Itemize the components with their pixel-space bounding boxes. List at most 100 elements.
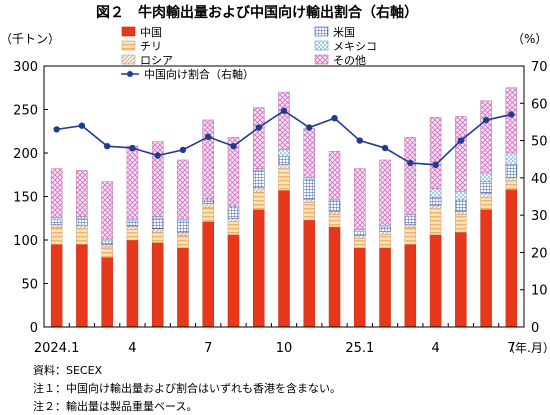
- point-china-share-11: [331, 115, 338, 122]
- bar-china-0: [50, 244, 63, 328]
- axes-layer: 0 50 100 150 200 250 300 0 10 20 30 40 50 60 70 2024.1 4…: [13, 60, 547, 356]
- bar-us-4: [151, 218, 164, 229]
- bar-chile-8: [252, 191, 265, 210]
- bar-china-14: [404, 244, 417, 328]
- bar-china-5: [177, 247, 189, 328]
- bar-us-3: [126, 220, 139, 227]
- bar-russia-14: [404, 224, 417, 229]
- bar-other-0: [50, 168, 63, 218]
- line-layer: [53, 107, 515, 169]
- bar-mexico-11: [328, 198, 341, 202]
- bar-mexico-5: [177, 218, 189, 222]
- bar-us-12: [354, 231, 366, 236]
- bar-russia-11: [328, 211, 341, 216]
- point-china-share-16: [457, 137, 465, 144]
- bar-china-6: [202, 221, 214, 328]
- bar-mexico-3: [126, 218, 139, 222]
- x-tick-label-4: 25.1: [345, 341, 374, 356]
- bar-chile-18: [505, 180, 518, 190]
- bar-china-18: [505, 189, 518, 328]
- point-china-share-5: [179, 146, 187, 154]
- x-tick-label-0: 2024.1: [34, 341, 80, 356]
- note-1: 注１：中国向け輸出量および割合はいずれも香港を含まない。: [33, 381, 341, 395]
- note-2: 注２：輸出量は製品重量ベース。: [33, 399, 197, 413]
- legend-swatch-mexico: [314, 40, 329, 51]
- legend-swatch-china: [121, 26, 136, 37]
- bar-russia-8: [252, 187, 265, 193]
- x-axis-unit: （年.月）: [503, 341, 550, 355]
- bar-chile-17: [480, 197, 492, 210]
- bar-other-3: [126, 145, 139, 220]
- bar-china-3: [126, 239, 139, 328]
- bar-mexico-1: [76, 216, 88, 219]
- point-china-share-12: [356, 137, 363, 144]
- right-tick-label-6: 60: [531, 97, 548, 112]
- left-tick-label-1: 50: [21, 278, 38, 293]
- legend-swatch-russia: [121, 54, 136, 65]
- x-tick-label-2: 7: [204, 341, 212, 356]
- point-china-share-8: [255, 124, 262, 131]
- point-china-share-15: [432, 161, 439, 169]
- bar-chile-13: [379, 234, 391, 249]
- bar-chile-3: [126, 229, 139, 241]
- bar-mexico-4: [151, 216, 164, 219]
- bar-china-17: [480, 209, 492, 328]
- bar-us-17: [480, 181, 492, 194]
- bar-chile-9: [278, 168, 290, 191]
- bar-other-16: [455, 116, 467, 192]
- legend-label-russia: ロシア: [140, 54, 173, 67]
- bar-china-1: [76, 244, 88, 328]
- bar-mexico-10: [303, 177, 316, 180]
- bar-china-4: [151, 242, 164, 328]
- bar-other-15: [429, 117, 442, 189]
- point-china-share-6: [205, 133, 212, 141]
- bar-us-14: [404, 216, 417, 225]
- bar-china-15: [429, 234, 442, 328]
- bar-mexico-18: [505, 152, 518, 165]
- bar-us-10: [303, 178, 316, 200]
- bar-china-8: [252, 209, 265, 328]
- bar-china-16: [455, 231, 467, 328]
- bar-china-10: [303, 219, 316, 328]
- left-tick-label-3: 150: [13, 191, 38, 206]
- legend-label-china-share: 中国向け割合（右軸）: [144, 67, 254, 81]
- left-tick-label-4: 200: [13, 147, 38, 162]
- point-china-share-18: [508, 111, 515, 118]
- bar-chile-6: [202, 207, 214, 222]
- bar-us-7: [227, 207, 240, 219]
- bar-chile-0: [50, 227, 63, 245]
- bar-other-17: [480, 100, 492, 174]
- right-tick-label-7: 70: [531, 60, 548, 75]
- point-china-share-17: [482, 116, 490, 124]
- bar-us-1: [76, 218, 88, 226]
- bar-russia-9: [278, 164, 290, 169]
- bars-layer: [50, 87, 518, 328]
- left-axis-unit: （千トン）: [0, 32, 60, 46]
- bar-chile-1: [76, 228, 88, 245]
- legend-swatch-us: [314, 26, 329, 37]
- bar-chile-12: [354, 238, 366, 249]
- bar-other-2: [101, 181, 113, 240]
- bar-chile-14: [404, 227, 417, 245]
- bar-other-8: [252, 107, 265, 169]
- bar-other-4: [151, 141, 164, 217]
- bar-russia-4: [151, 228, 164, 233]
- bar-mexico-6: [202, 197, 214, 201]
- point-china-share-1: [78, 122, 86, 129]
- bar-chile-7: [227, 221, 240, 236]
- bar-us-5: [177, 220, 189, 233]
- bar-us-0: [50, 218, 63, 225]
- point-china-share-14: [407, 159, 414, 167]
- bar-china-2: [101, 257, 113, 328]
- bar-chile-16: [455, 214, 467, 233]
- bar-chile-15: [429, 208, 442, 236]
- bar-russia-7: [227, 218, 240, 222]
- bar-russia-12: [354, 235, 366, 239]
- point-china-share-7: [230, 142, 237, 150]
- bar-mexico-9: [278, 149, 290, 157]
- bar-mexico-13: [379, 224, 391, 228]
- bar-other-14: [404, 137, 417, 216]
- bar-mexico-17: [480, 172, 492, 182]
- bar-other-13: [379, 159, 391, 226]
- bar-china-9: [278, 190, 290, 328]
